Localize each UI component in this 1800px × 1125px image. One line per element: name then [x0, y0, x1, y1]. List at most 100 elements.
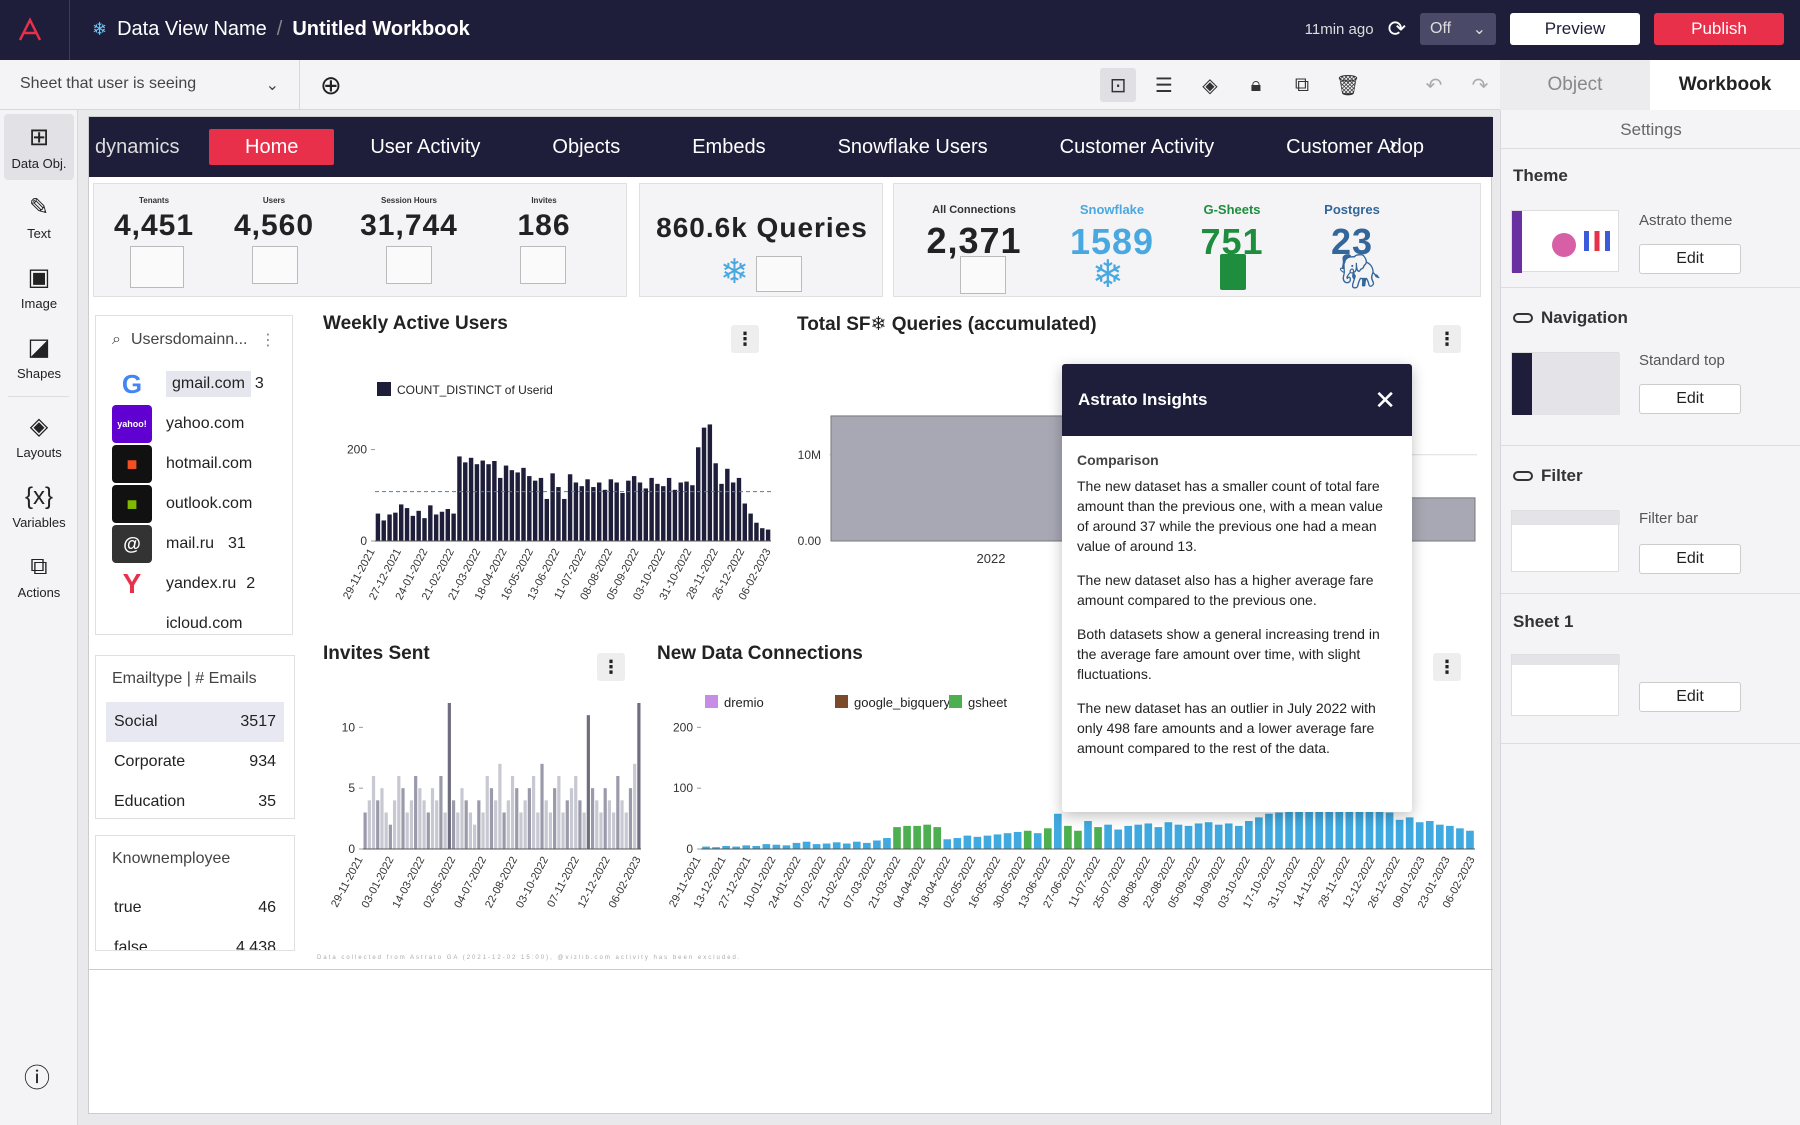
toggle-icon[interactable] — [1513, 471, 1533, 481]
chart-bar — [1425, 821, 1434, 849]
legend-label: google_bigquery — [854, 695, 951, 710]
sheet-selector[interactable]: Sheet that user is seeing ⌄ — [0, 60, 300, 110]
list-item[interactable]: ■ hotmail.com — [112, 444, 276, 484]
navigation-name: Standard top — [1639, 352, 1725, 369]
apple-icon — [112, 605, 152, 634]
nav-tab-user-activity[interactable]: User Activity — [370, 135, 481, 158]
chart-menu-button[interactable]: ⋮ — [1433, 325, 1461, 353]
insights-body: Comparison The new dataset has a smaller… — [1062, 436, 1412, 786]
edit-navigation-button[interactable]: Edit — [1639, 384, 1741, 414]
datasource-name[interactable]: Data View Name — [117, 18, 267, 40]
chart-bar — [473, 824, 477, 849]
section-heading: Theme — [1513, 166, 1568, 185]
publish-button[interactable]: Publish — [1654, 13, 1784, 45]
new-data-connections-chart[interactable]: dremio google_bigquery gsheet010020029-11-… — [649, 673, 1479, 953]
chart-bar — [392, 800, 397, 849]
kpi-value: 4,560 — [233, 209, 315, 242]
preview-button[interactable]: Preview — [1510, 13, 1640, 45]
nav-tab-snowflake-users[interactable]: Snowflake Users — [837, 135, 988, 158]
duplicate-icon[interactable]: ⧉ — [1294, 73, 1310, 96]
list-item[interactable]: @ mail.ru 31 — [112, 524, 276, 564]
tab-workbook[interactable]: Workbook — [1650, 60, 1800, 110]
chart-menu-button[interactable]: ⋮ — [597, 653, 625, 681]
chart-title-new-data-connections: New Data Connections — [657, 643, 863, 664]
chart-bar — [678, 482, 683, 541]
nav-tab-customer-activity[interactable]: Customer Activity — [1059, 135, 1215, 158]
nav-tab-embeds[interactable]: Embeds — [692, 135, 766, 158]
layers-icon[interactable]: ◈ — [1202, 74, 1218, 97]
theme-thumbnail — [1511, 210, 1619, 273]
nav-tab-objects[interactable]: Objects — [552, 135, 621, 158]
kpi-postgres: Postgres 23 — [1302, 202, 1402, 263]
chart-bar — [1003, 833, 1012, 849]
frame-icon[interactable]: ⊡ — [1100, 68, 1136, 102]
filter-row[interactable]: Corporate 934 — [106, 742, 284, 782]
workbook-title[interactable]: Untitled Workbook — [292, 18, 470, 40]
chart-bar — [782, 845, 791, 849]
undo-icon[interactable]: ↶ — [1425, 74, 1443, 97]
image-button[interactable]: ▣ Image — [4, 254, 74, 320]
delete-icon[interactable]: 🗑︎ — [1335, 74, 1361, 97]
filter-row[interactable]: true 46 — [106, 888, 284, 928]
layouts-button[interactable]: ◈ Layouts — [4, 403, 74, 469]
tab-object[interactable]: Object — [1500, 60, 1650, 110]
variables-button[interactable]: {x} Variables — [4, 473, 74, 539]
shapes-button[interactable]: ◪ Shapes — [4, 324, 74, 390]
y-tick-label: 200 — [673, 720, 693, 734]
chart-bar — [443, 812, 447, 849]
data-object-button[interactable]: ⊞ Data Obj. — [4, 114, 74, 180]
toggle-icon[interactable] — [1513, 313, 1533, 323]
astrato-logo[interactable] — [0, 0, 70, 60]
chart-bar — [489, 788, 494, 849]
kpi-users: Users 4,560 — [224, 196, 324, 243]
filter-row[interactable]: Social 3517 — [106, 702, 284, 742]
chart-menu-button[interactable]: ⋮ — [731, 325, 759, 353]
help-icon[interactable]: ⓘ — [24, 1063, 51, 1093]
nav-swatch — [1532, 353, 1620, 415]
autosave-toggle[interactable]: Off ⌄ — [1420, 13, 1496, 45]
list-item[interactable]: icloud.com — [112, 604, 276, 634]
filter-row[interactable]: Education 35 — [106, 782, 284, 818]
chart-bar — [371, 776, 376, 849]
chart-bar — [599, 812, 603, 849]
insights-header: Astrato Insights ✕ — [1062, 364, 1412, 436]
nav-tab-customer-adoption[interactable]: Customer Adop — [1286, 135, 1424, 158]
text-button[interactable]: ✎ Text — [4, 184, 74, 250]
y-tick-label: 0 — [360, 534, 367, 548]
chevron-right-icon[interactable]: › — [1389, 131, 1397, 156]
invites-sent-chart[interactable]: 051029-11-202103-01-202214-03-202202-05-… — [313, 673, 643, 953]
image-placeholder — [130, 246, 184, 288]
close-icon[interactable]: ✕ — [1374, 384, 1396, 415]
x-tick-label: 06-02-2023 — [607, 855, 643, 910]
chart-bar — [456, 812, 460, 849]
section-heading: Filter — [1541, 466, 1583, 485]
edit-sheet-button[interactable]: Edit — [1639, 682, 1741, 712]
edit-theme-button[interactable]: Edit — [1639, 244, 1741, 274]
more-icon[interactable]: ⋮ — [260, 332, 276, 349]
lock-icon[interactable]: 🔒︎ — [1250, 73, 1262, 96]
add-sheet-icon[interactable]: ⊕ — [320, 70, 342, 100]
chart-bar — [457, 456, 462, 541]
actions-button[interactable]: ⧉ Actions — [4, 543, 74, 609]
domain-search[interactable]: ⌕ Usersdomainn... ⋮ — [96, 316, 292, 364]
weekly-active-users-chart[interactable]: COUNT_DISTINCT of Userid020029-11-202127… — [313, 343, 773, 653]
filter-row[interactable]: false 4,438 — [106, 928, 284, 950]
chart-menu-button[interactable]: ⋮ — [1433, 653, 1461, 681]
chart-bar — [1456, 828, 1464, 849]
yahoo-icon: yahoo! — [112, 405, 152, 443]
redo-icon[interactable]: ↷ — [1471, 74, 1489, 97]
refresh-icon[interactable]: ⟳ — [1387, 16, 1406, 41]
align-icon[interactable]: ☰ — [1155, 74, 1173, 97]
chart-bar — [802, 841, 811, 849]
filter-name: Corporate — [114, 753, 186, 770]
chart-bar — [481, 812, 485, 849]
list-item[interactable]: ■ outlook.com — [112, 484, 276, 524]
chart-bar — [578, 800, 582, 849]
edit-filter-button[interactable]: Edit — [1639, 544, 1741, 574]
list-item[interactable]: yahoo! yahoo.com — [112, 404, 276, 444]
kpi-value: 4,451 — [113, 209, 195, 242]
nav-tab-home[interactable]: Home — [209, 129, 335, 165]
chart-bar — [387, 514, 392, 541]
